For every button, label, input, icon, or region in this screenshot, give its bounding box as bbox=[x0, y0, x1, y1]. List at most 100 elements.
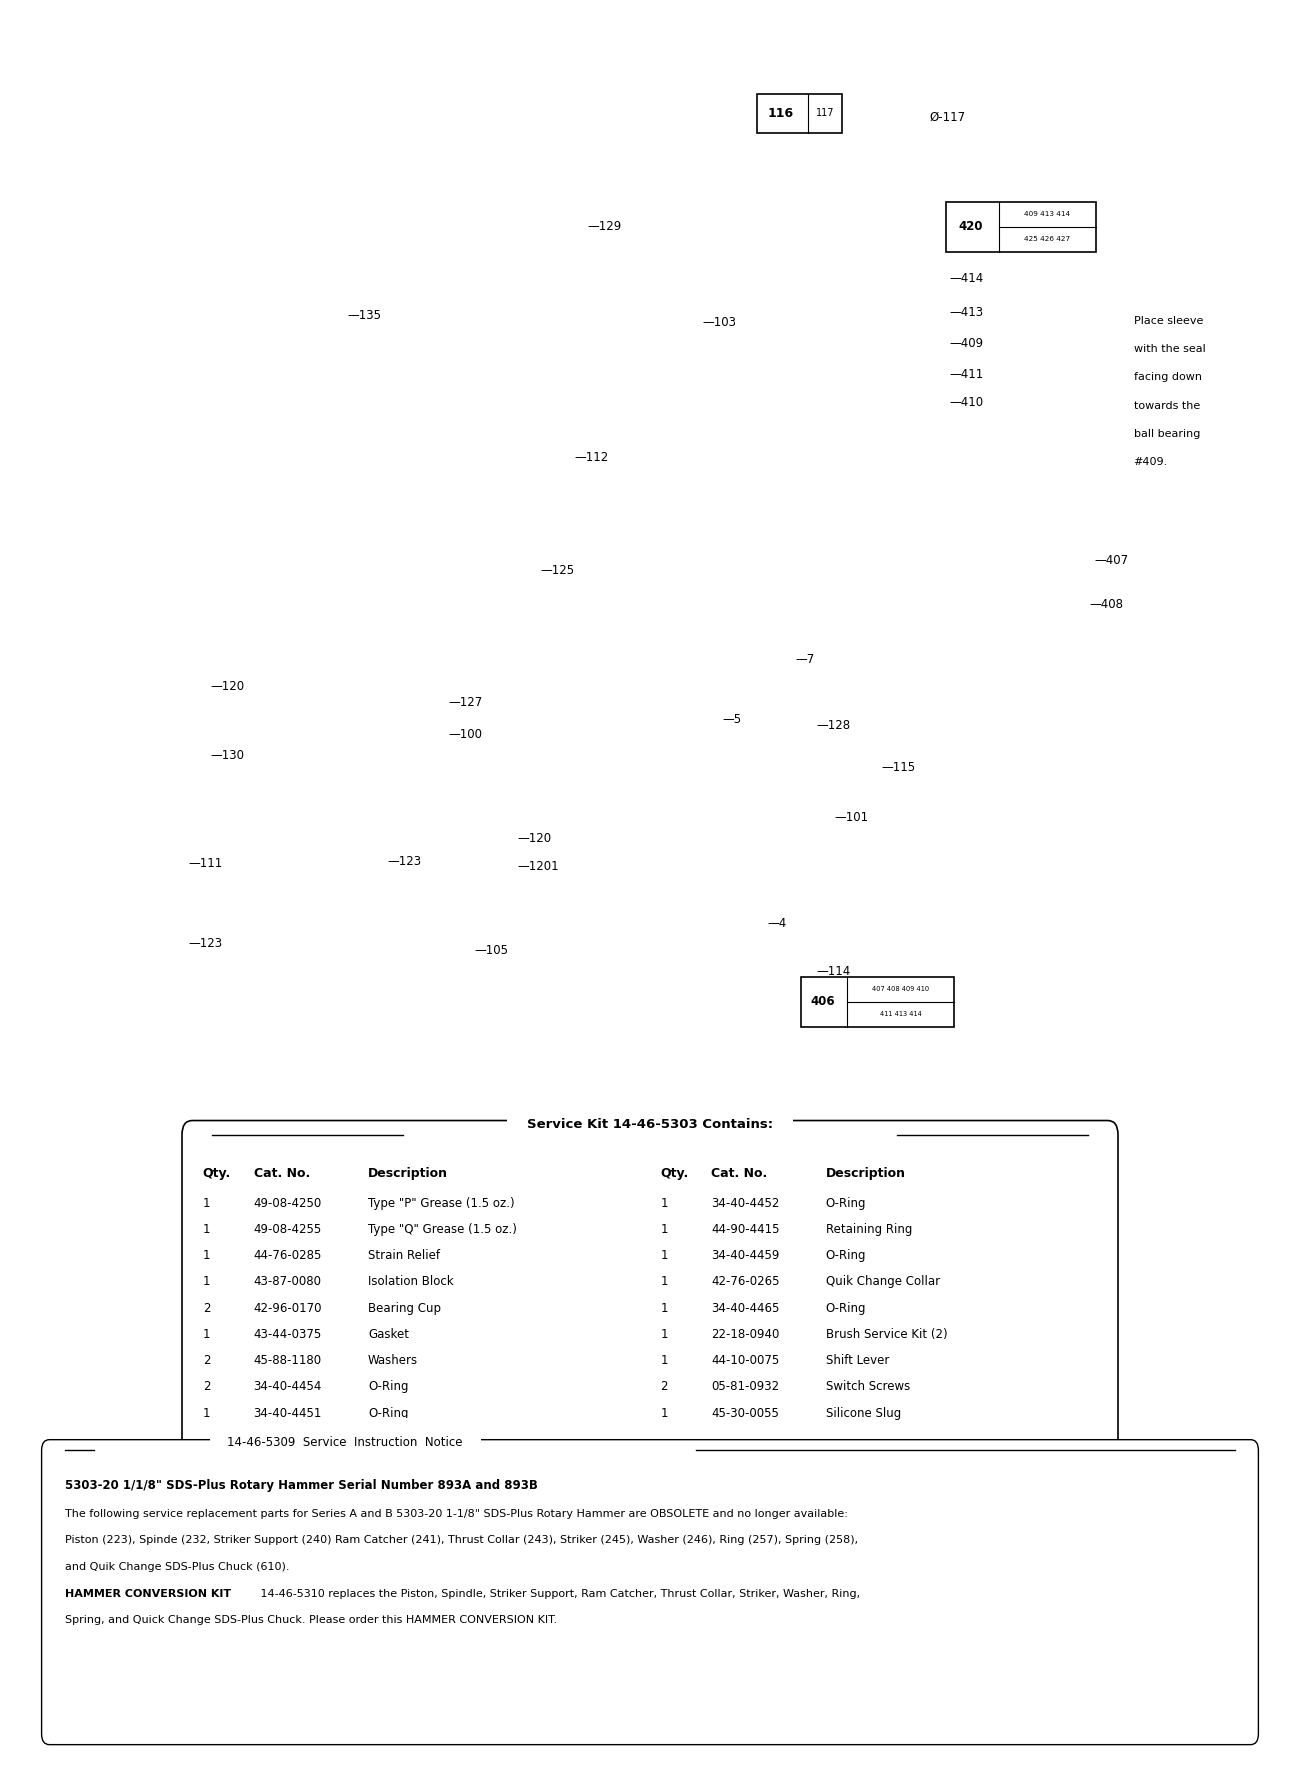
Text: —105: —105 bbox=[474, 943, 508, 957]
Text: —111: —111 bbox=[188, 856, 222, 871]
Text: Retaining Ring: Retaining Ring bbox=[826, 1223, 911, 1236]
Text: Brush Service Kit (2): Brush Service Kit (2) bbox=[826, 1328, 948, 1340]
Text: —103: —103 bbox=[702, 316, 736, 330]
Text: 49-08-4250: 49-08-4250 bbox=[254, 1197, 322, 1209]
Text: —407: —407 bbox=[1095, 553, 1128, 567]
Text: 2: 2 bbox=[203, 1381, 211, 1394]
Text: Switch Screws: Switch Screws bbox=[826, 1381, 910, 1394]
Text: Type "P" Grease (1.5 oz.): Type "P" Grease (1.5 oz.) bbox=[368, 1197, 515, 1209]
FancyBboxPatch shape bbox=[182, 1121, 1118, 1454]
Text: O-Ring: O-Ring bbox=[826, 1301, 866, 1316]
Text: with the seal: with the seal bbox=[1134, 344, 1205, 355]
Text: 406: 406 bbox=[810, 995, 835, 1009]
Text: —112: —112 bbox=[575, 450, 608, 465]
Text: —5: —5 bbox=[723, 713, 742, 727]
Text: Silicone Slug: Silicone Slug bbox=[826, 1406, 901, 1420]
Text: —129: —129 bbox=[588, 220, 621, 234]
Text: 2: 2 bbox=[660, 1381, 668, 1394]
Text: —128: —128 bbox=[816, 718, 850, 732]
Text: —101: —101 bbox=[835, 810, 868, 824]
Text: 43-87-0080: 43-87-0080 bbox=[254, 1275, 321, 1289]
Text: and Quik Change SDS-Plus Chuck (610).: and Quik Change SDS-Plus Chuck (610). bbox=[65, 1562, 290, 1573]
Text: Type "Q" Grease (1.5 oz.): Type "Q" Grease (1.5 oz.) bbox=[368, 1223, 517, 1236]
Text: Description: Description bbox=[826, 1167, 906, 1179]
Text: 34-40-4465: 34-40-4465 bbox=[711, 1301, 780, 1316]
Text: —7: —7 bbox=[796, 652, 815, 667]
Text: Piston (223), Spinde (232, Striker Support (240) Ram Catcher (241), Thrust Colla: Piston (223), Spinde (232, Striker Suppo… bbox=[65, 1535, 858, 1546]
Text: 43-44-0375: 43-44-0375 bbox=[254, 1328, 322, 1340]
Text: Ø-117: Ø-117 bbox=[930, 110, 966, 124]
Text: —123: —123 bbox=[188, 936, 222, 950]
Text: 1: 1 bbox=[203, 1275, 211, 1289]
Text: 34-40-4451: 34-40-4451 bbox=[254, 1406, 322, 1420]
Text: Strain Relief: Strain Relief bbox=[368, 1250, 439, 1262]
Text: 34-40-4454: 34-40-4454 bbox=[254, 1381, 322, 1394]
Text: 425 426 427: 425 426 427 bbox=[1024, 236, 1070, 241]
Text: —125: —125 bbox=[541, 564, 575, 578]
Text: Shift Lever: Shift Lever bbox=[826, 1355, 889, 1367]
Text: —408: —408 bbox=[1089, 598, 1123, 612]
Text: 49-08-4255: 49-08-4255 bbox=[254, 1223, 322, 1236]
Text: —120: —120 bbox=[517, 832, 551, 846]
Text: 45-30-0055: 45-30-0055 bbox=[711, 1406, 779, 1420]
Text: The following service replacement parts for Series A and B 5303-20 1-1/8" SDS-Pl: The following service replacement parts … bbox=[65, 1509, 848, 1519]
Text: 116: 116 bbox=[767, 106, 794, 121]
Text: —411: —411 bbox=[949, 367, 983, 381]
Text: 2: 2 bbox=[203, 1301, 211, 1316]
Text: 117: 117 bbox=[816, 108, 835, 119]
Text: O-Ring: O-Ring bbox=[368, 1406, 408, 1420]
Text: 1: 1 bbox=[660, 1301, 668, 1316]
Text: 1: 1 bbox=[203, 1223, 211, 1236]
Text: 05-81-0932: 05-81-0932 bbox=[711, 1381, 779, 1394]
Text: 14-46-5310 replaces the Piston, Spindle, Striker Support, Ram Catcher, Thrust Co: 14-46-5310 replaces the Piston, Spindle,… bbox=[257, 1589, 861, 1599]
Text: 44-76-0285: 44-76-0285 bbox=[254, 1250, 322, 1262]
Text: 34-40-4452: 34-40-4452 bbox=[711, 1197, 780, 1209]
Text: ball bearing: ball bearing bbox=[1134, 429, 1200, 440]
Text: —414: —414 bbox=[949, 271, 983, 285]
Text: 34-40-4459: 34-40-4459 bbox=[711, 1250, 780, 1262]
Text: 42-76-0265: 42-76-0265 bbox=[711, 1275, 780, 1289]
Text: Bearing Cup: Bearing Cup bbox=[368, 1301, 441, 1316]
Bar bbox=[0, 0, 1300, 1135]
Text: 2: 2 bbox=[203, 1355, 211, 1367]
Text: Qty.: Qty. bbox=[660, 1167, 689, 1179]
Text: 411 413 414: 411 413 414 bbox=[880, 1011, 922, 1016]
Text: 1: 1 bbox=[203, 1406, 211, 1420]
Text: 14-46-5309  Service  Instruction  Notice: 14-46-5309 Service Instruction Notice bbox=[227, 1436, 463, 1449]
Text: towards the: towards the bbox=[1134, 401, 1200, 411]
Text: 44-10-0075: 44-10-0075 bbox=[711, 1355, 780, 1367]
Text: Cat. No.: Cat. No. bbox=[254, 1167, 309, 1179]
Text: 1: 1 bbox=[203, 1328, 211, 1340]
Text: #409.: #409. bbox=[1134, 457, 1167, 468]
Text: —409: —409 bbox=[949, 337, 983, 351]
Text: —1201: —1201 bbox=[517, 860, 559, 874]
Text: O-Ring: O-Ring bbox=[826, 1250, 866, 1262]
Text: 1: 1 bbox=[203, 1250, 211, 1262]
Text: Qty.: Qty. bbox=[203, 1167, 231, 1179]
Text: —410: —410 bbox=[949, 395, 983, 410]
Text: 1: 1 bbox=[660, 1223, 668, 1236]
Text: 1: 1 bbox=[660, 1328, 668, 1340]
Text: 45-88-1180: 45-88-1180 bbox=[254, 1355, 321, 1367]
Text: —123: —123 bbox=[387, 855, 421, 869]
Text: Washers: Washers bbox=[368, 1355, 419, 1367]
Text: 42-96-0170: 42-96-0170 bbox=[254, 1301, 322, 1316]
Text: Spring, and Quick Change SDS-Plus Chuck. Please order this HAMMER CONVERSION KIT: Spring, and Quick Change SDS-Plus Chuck.… bbox=[65, 1615, 558, 1626]
Text: —413: —413 bbox=[949, 305, 983, 319]
Text: 5303-20 1/1/8" SDS-Plus Rotary Hammer Serial Number 893A and 893B: 5303-20 1/1/8" SDS-Plus Rotary Hammer Se… bbox=[65, 1479, 538, 1491]
Text: 409 413 414: 409 413 414 bbox=[1024, 211, 1070, 216]
Text: —130: —130 bbox=[211, 748, 244, 762]
Text: 1: 1 bbox=[660, 1275, 668, 1289]
Text: 22-18-0940: 22-18-0940 bbox=[711, 1328, 780, 1340]
Text: Gasket: Gasket bbox=[368, 1328, 410, 1340]
Text: —135: —135 bbox=[347, 309, 381, 323]
Text: HAMMER CONVERSION KIT: HAMMER CONVERSION KIT bbox=[65, 1589, 231, 1599]
Text: —100: —100 bbox=[448, 727, 482, 741]
Bar bbox=[757, 94, 842, 133]
Text: —120: —120 bbox=[211, 679, 244, 693]
Text: —114: —114 bbox=[816, 965, 850, 979]
Text: O-Ring: O-Ring bbox=[368, 1381, 408, 1394]
Text: Quik Change Collar: Quik Change Collar bbox=[826, 1275, 940, 1289]
Text: O-Ring: O-Ring bbox=[826, 1197, 866, 1209]
Text: Description: Description bbox=[368, 1167, 448, 1179]
